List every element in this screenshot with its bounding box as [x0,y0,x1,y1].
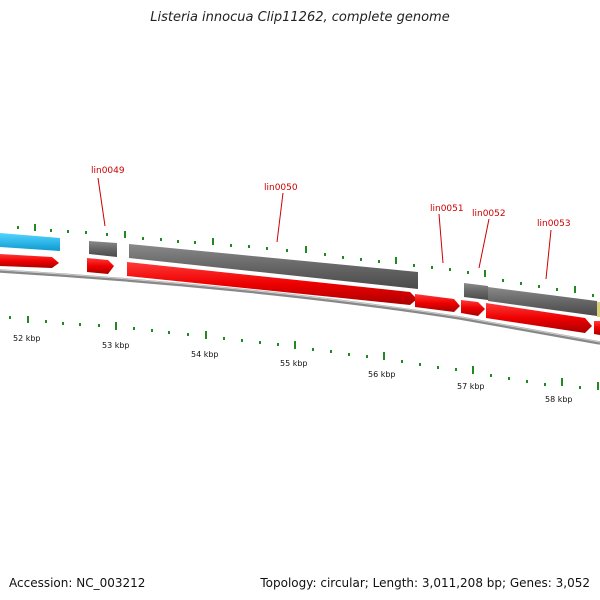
gene-arrow-e[interactable] [461,300,485,316]
genome-stats-text: Topology: circular; Length: 3,011,208 bp… [260,576,590,590]
gene-label-lin0049[interactable]: lin0049 [91,166,125,176]
scale-label-57kbp: 57 kbp [457,382,485,391]
gene-label-lin0051[interactable]: lin0051 [430,204,464,214]
gene-bar-yellow[interactable] [597,302,600,317]
scale-label-54kbp: 54 kbp [191,350,219,359]
upper-tick-row [17,224,594,297]
gene-arrow-f[interactable] [486,303,592,333]
scale-label-53kbp: 53 kbp [102,341,130,350]
scale-label-52kbp: 52 kbp [13,334,41,343]
gene-bar-cyan[interactable] [0,233,60,251]
gene-label-leaders [97,177,552,280]
gene-bar-lin0052[interactable] [464,283,488,300]
forward-strand-track [0,254,600,335]
gene-label-lin0050[interactable]: lin0050 [264,183,298,193]
backbone-line [0,269,600,345]
accession-text: Accession: NC_003212 [9,576,146,590]
map-title: Listeria innocua Clip11262, complete gen… [150,10,450,25]
gene-bar-lin0053[interactable] [488,287,597,316]
gene-label-lin0052[interactable]: lin0052 [472,209,506,219]
gene-bar-lin0049[interactable] [89,241,117,257]
gene-label-lin0053[interactable]: lin0053 [537,219,571,229]
gene-arrow-a[interactable] [0,254,59,268]
gene-arrow-c[interactable] [127,262,417,305]
gene-arrow-g[interactable] [594,321,600,335]
scale-label-56kbp: 56 kbp [368,370,396,379]
lower-tick-row [9,316,599,390]
gene-arrow-b[interactable] [87,258,114,274]
scale-label-55kbp: 55 kbp [280,359,308,368]
scale-label-58kbp: 58 kbp [545,395,573,404]
gene-arrow-d[interactable] [415,294,460,312]
gene-bar-lin0050[interactable] [129,244,418,289]
reverse-strand-track [0,233,600,317]
